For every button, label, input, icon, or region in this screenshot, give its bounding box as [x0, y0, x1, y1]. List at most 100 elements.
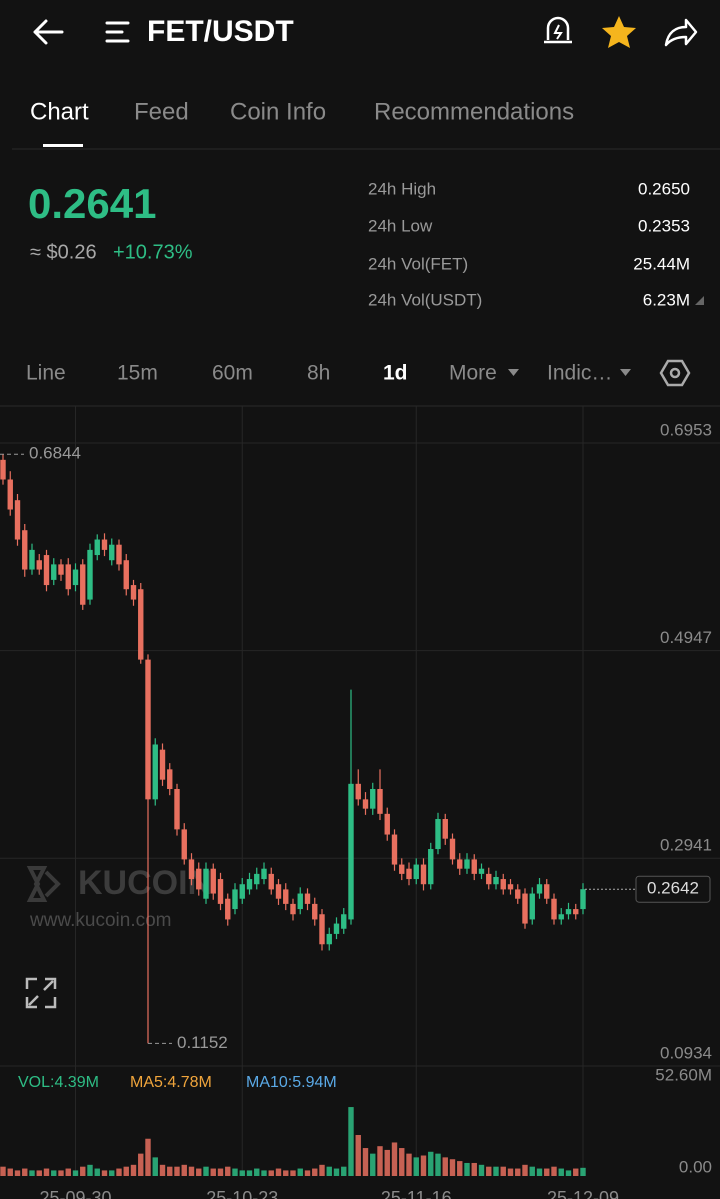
y-tick-label: 0.4947 — [660, 628, 712, 647]
volume-bar — [544, 1168, 550, 1176]
candle-body — [565, 909, 572, 915]
candle-body — [399, 864, 405, 874]
candle-body — [362, 799, 369, 809]
favorite-star[interactable] — [602, 16, 636, 48]
candle-body — [65, 564, 71, 590]
volume-bar — [428, 1151, 434, 1176]
interval[interactable]: 15m — [117, 362, 158, 385]
volume-bar — [36, 1170, 42, 1176]
interval[interactable]: 60m — [212, 362, 253, 385]
volume-legend: MA10:5.94M — [246, 1074, 337, 1091]
interval-active[interactable]: 1d — [383, 362, 408, 385]
candle-body — [377, 788, 383, 814]
candle-body — [116, 544, 122, 565]
candle-body — [268, 873, 274, 890]
volume-bar — [0, 1166, 6, 1176]
candle-body — [14, 500, 21, 540]
volume-bar — [58, 1170, 64, 1176]
candle-body — [370, 788, 376, 809]
volume-bar — [536, 1168, 543, 1176]
candle-body — [420, 864, 427, 885]
menu-icon — [105, 21, 130, 43]
interval[interactable]: Line — [26, 362, 66, 385]
candle-body — [348, 783, 354, 920]
menu-button[interactable] — [105, 21, 130, 43]
volume-bar — [312, 1168, 318, 1176]
fullscreen-button[interactable] — [25, 977, 57, 1009]
tab[interactable]: Recommendations — [374, 98, 574, 125]
last-price-value: 0.2642 — [647, 879, 699, 898]
volume-bar — [254, 1168, 260, 1176]
interval[interactable]: More — [449, 362, 497, 385]
candle-body — [174, 788, 180, 830]
candle-body — [406, 868, 412, 880]
volume-bar — [297, 1168, 303, 1176]
candle-body — [188, 859, 195, 880]
candle-body — [145, 659, 151, 800]
volume-bar — [167, 1166, 173, 1176]
volume-bar — [478, 1164, 485, 1176]
candle-body — [152, 744, 158, 800]
share-button[interactable] — [664, 18, 698, 47]
volume-bar — [203, 1166, 209, 1176]
volume-bar — [304, 1170, 311, 1176]
volume-bar — [181, 1164, 187, 1176]
volume-bar — [210, 1168, 216, 1176]
volume-bar — [29, 1170, 35, 1176]
candle-body — [515, 889, 521, 899]
volume-bar — [471, 1162, 477, 1176]
back-button[interactable] — [33, 19, 64, 45]
alert-icon — [544, 16, 572, 44]
x-tick-label: 25-11-16 — [381, 1188, 452, 1199]
tab[interactable]: Feed — [134, 98, 189, 125]
candle-body — [51, 564, 57, 580]
candle-body — [304, 893, 311, 904]
interval[interactable]: Indic… — [547, 362, 612, 385]
candle-body — [239, 884, 245, 899]
candle-body — [500, 879, 506, 890]
interval[interactable]: 8h — [307, 362, 330, 385]
candle-body — [384, 813, 390, 835]
stat-value: 25.44M — [633, 254, 690, 273]
tab[interactable]: Chart — [30, 98, 89, 125]
volume-bar — [283, 1170, 289, 1176]
stat-value: 6.23M — [643, 290, 690, 309]
candle-body — [109, 544, 115, 561]
candle-body — [580, 889, 586, 910]
candle-body — [290, 903, 296, 915]
candle-body — [319, 914, 325, 945]
candle-body — [181, 829, 187, 860]
candle-body — [22, 530, 28, 570]
candle-body — [464, 859, 470, 869]
volume-bar — [188, 1166, 195, 1176]
volume-tick-label: 52.60M — [655, 1065, 712, 1084]
candle-body — [275, 884, 282, 899]
volume-bar — [22, 1168, 28, 1176]
volume-bar — [319, 1164, 325, 1176]
volume-bar — [449, 1159, 456, 1176]
volume-bar — [362, 1148, 369, 1176]
candle-body — [507, 884, 514, 890]
candle-body — [0, 459, 6, 480]
chart-settings[interactable] — [659, 359, 691, 387]
tab[interactable]: Coin Info — [230, 98, 326, 125]
volume-bar — [522, 1164, 528, 1176]
volume-bar — [275, 1168, 282, 1176]
volume-tick-label: 0.00 — [679, 1157, 712, 1176]
candle-body — [471, 859, 477, 874]
volume-bar — [94, 1168, 100, 1176]
candle-body — [442, 819, 448, 839]
watermark-url: www.kucoin.com — [29, 910, 172, 931]
watermark-logo — [26, 866, 61, 902]
pair-title[interactable]: FET/USDT — [147, 15, 294, 48]
alert-button[interactable] — [544, 16, 572, 44]
candle-body — [261, 868, 267, 880]
candle-body — [72, 569, 79, 586]
volume-bar — [558, 1168, 564, 1176]
candle-body — [123, 560, 129, 590]
stat-value: 0.2650 — [638, 179, 690, 198]
candle-body — [254, 873, 260, 885]
